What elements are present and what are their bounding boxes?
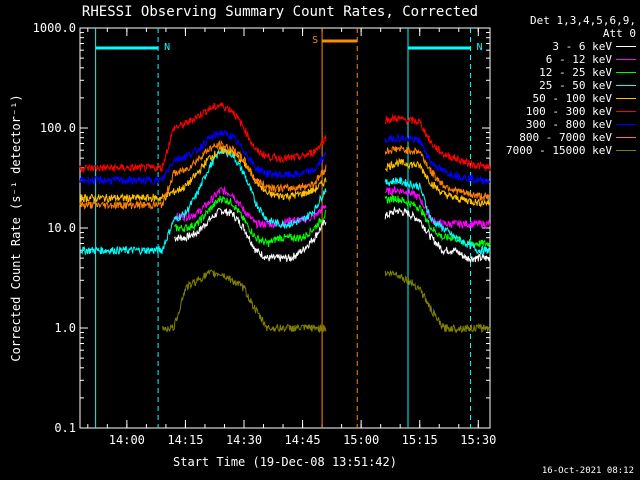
x-tick-label: 14:30 [226, 433, 262, 447]
legend-entry-label: 800 - 7000 keV [519, 131, 612, 144]
legend-swatch [616, 98, 636, 99]
series-line [79, 130, 491, 187]
plot-frame [79, 27, 491, 429]
legend-entry: 12 - 25 keV [486, 66, 636, 79]
x-tick-label: 14:00 [109, 433, 145, 447]
legend-swatch [616, 59, 636, 60]
series-line [79, 145, 491, 256]
legend-swatch [616, 85, 636, 86]
x-axis-label: Start Time (19-Dec-08 13:51:42) [173, 455, 397, 469]
legend-entry: 100 - 300 keV [486, 105, 636, 118]
y-tick-label: 1000.0 [33, 21, 76, 35]
series-line [79, 139, 491, 211]
legend-rows: 3 - 6 keV 6 - 12 keV 12 - 25 keV 25 - 50 ke… [486, 40, 636, 157]
legend-swatch [616, 46, 636, 47]
legend-entry-label: 7000 - 15000 keV [506, 144, 612, 157]
marker-label: N [164, 42, 170, 53]
x-tick-label: 15:30 [460, 433, 496, 447]
legend-swatch [616, 111, 636, 112]
legend-entry-label: 50 - 100 keV [532, 92, 612, 105]
y-tick-label: 100.0 [40, 121, 76, 135]
legend-entry: 7000 - 15000 keV [486, 144, 636, 157]
legend: Det 1,3,4,5,6,9, Att 0 3 - 6 keV 6 - 12 k… [486, 14, 636, 157]
x-tick-label: 14:15 [167, 433, 203, 447]
legend-entry-label: 100 - 300 keV [525, 105, 612, 118]
y-tick-label: 10.0 [47, 221, 76, 235]
series-line [79, 102, 491, 174]
x-tick-label: 14:45 [285, 433, 321, 447]
legend-entry: 800 - 7000 keV [486, 131, 636, 144]
legend-entry-label: 6 - 12 keV [545, 53, 612, 66]
series-lines [79, 102, 491, 334]
legend-entry-label: 25 - 50 keV [539, 79, 612, 92]
legend-entry: 3 - 6 keV [486, 40, 636, 53]
legend-swatch [616, 137, 636, 138]
marker-label: S [312, 35, 318, 46]
legend-entry: 50 - 100 keV [486, 92, 636, 105]
legend-swatch [616, 150, 636, 151]
observing-markers: N NS [95, 28, 483, 428]
x-tick-label: 15:15 [402, 433, 438, 447]
legend-entry-label: 3 - 6 keV [552, 40, 612, 53]
legend-entry: 6 - 12 keV [486, 53, 636, 66]
legend-swatch [616, 72, 636, 73]
legend-entry: 300 - 800 keV [486, 118, 636, 131]
legend-title: Det 1,3,4,5,6,9, Att 0 [530, 14, 636, 40]
series-line [173, 185, 491, 230]
legend-entry-label: 12 - 25 keV [539, 66, 612, 79]
chart-text: 0.1 1.0 10.0 100.0 1000.0 14:00 14:15 14:30 14:4… [9, 4, 496, 469]
chart-axes [79, 27, 491, 429]
y-tick-label: 1.0 [54, 321, 76, 335]
marker-label: N [476, 42, 482, 53]
y-tick-label: 0.1 [54, 421, 76, 435]
legend-entry: 25 - 50 keV [486, 79, 636, 92]
series-line [162, 269, 491, 334]
chart-title: RHESSI Observing Summary Count Rates, Co… [82, 4, 478, 20]
y-axis-label: Corrected Count Rate (s⁻¹ detector⁻¹) [9, 94, 23, 361]
x-tick-label: 15:00 [343, 433, 379, 447]
series-line [173, 206, 491, 263]
legend-entry-label: 300 - 800 keV [525, 118, 612, 131]
series-line [79, 146, 491, 208]
legend-swatch [616, 124, 636, 125]
timestamp: 16-Oct-2021 08:12 [541, 466, 634, 476]
